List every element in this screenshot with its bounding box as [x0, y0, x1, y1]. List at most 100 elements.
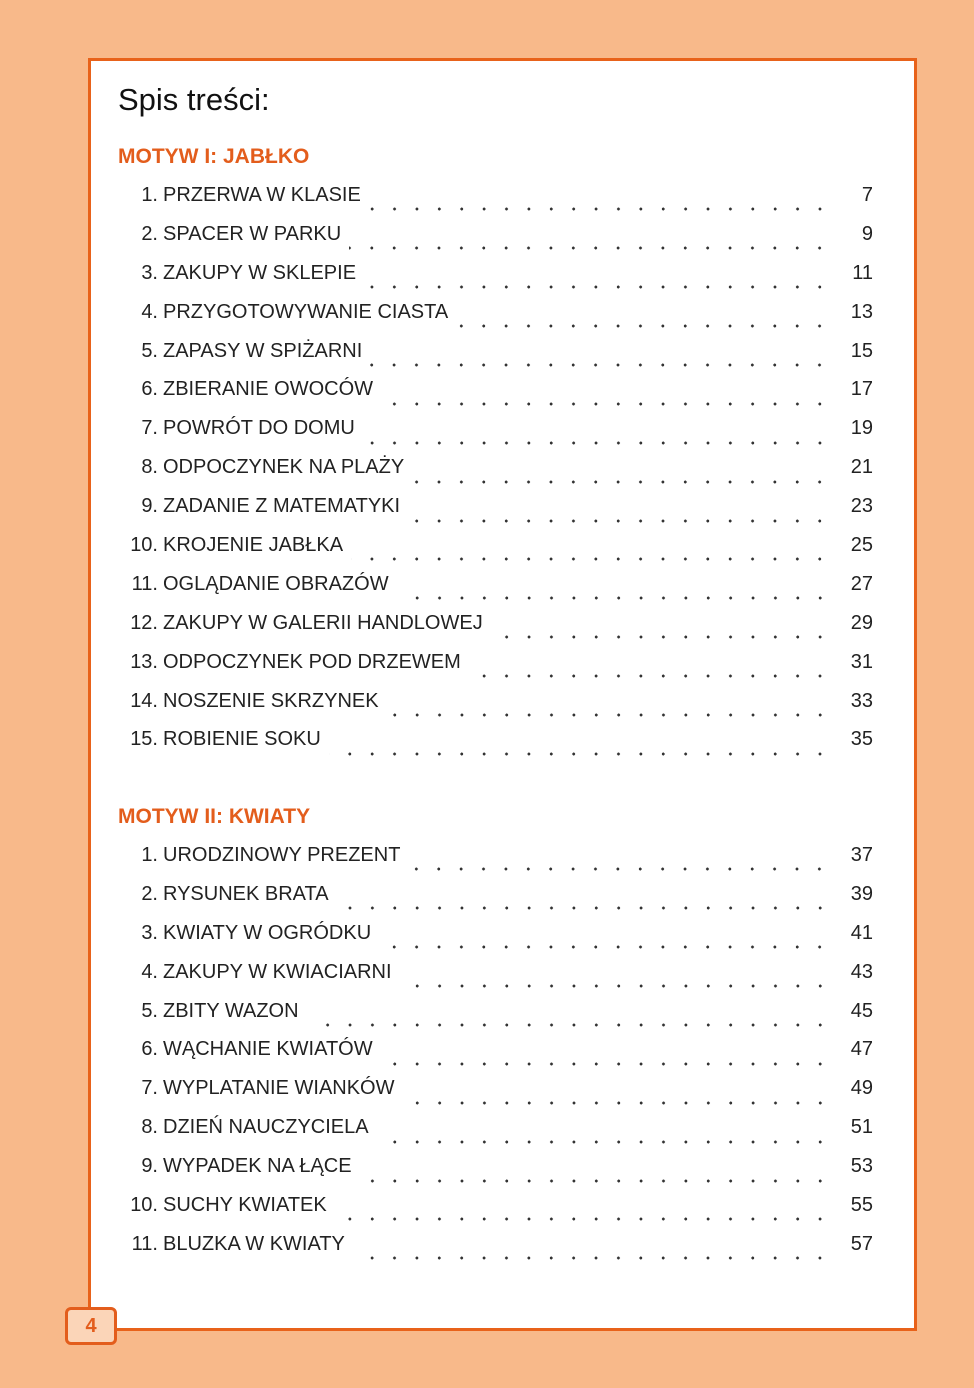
toc-entry[interactable]: 1. URODZINOWY PREZENT 37 — [118, 844, 873, 883]
toc-entry[interactable]: 2. RYSUNEK BRATA 39 — [118, 883, 873, 922]
entry-number: 9. — [141, 1155, 158, 1178]
entry-number: 4. — [141, 300, 158, 323]
dot-leader — [351, 543, 831, 564]
toc-list-1: 1. PRZERWA W KLASIE 7 2. SPACER W PARKU 9 3. ZA… — [118, 184, 873, 767]
toc-entry[interactable]: 10. SUCHY KWIATEK 55 — [118, 1194, 873, 1233]
toc-entry[interactable]: 6. WĄCHANIE KWIATÓW 47 — [118, 1038, 873, 1077]
toc-entry[interactable]: 7. WYPLATANIE WIANKÓW 49 — [118, 1077, 873, 1116]
toc-entry[interactable]: 13. ODPOCZYNEK POD DRZEWEM 31 — [118, 651, 873, 690]
toc-entry[interactable]: 15. ROBIENIE SOKU 35 — [118, 728, 873, 767]
entry-title: DZIEŃ NAUCZYCIELA — [163, 1116, 369, 1139]
toc-entry[interactable]: 12. ZAKUPY W GALERII HANDLOWEJ 29 — [118, 612, 873, 651]
entry-title: ROBIENIE SOKU — [163, 728, 321, 751]
dot-leader — [381, 387, 831, 408]
entry-number: 3. — [141, 921, 158, 944]
dot-leader — [336, 892, 831, 913]
toc-entry[interactable]: 1. PRZERWA W KLASIE 7 — [118, 184, 873, 223]
entry-number: 2. — [141, 882, 158, 905]
dot-leader — [362, 426, 831, 447]
dot-leader — [412, 465, 831, 486]
entry-number: 3. — [141, 261, 158, 284]
entry-title: ZAKUPY W KWIACIARNI — [163, 960, 392, 983]
toc-entry[interactable]: 9. WYPADEK NA ŁĄCE 53 — [118, 1155, 873, 1194]
entry-page: 47 — [850, 1038, 873, 1061]
dot-leader — [408, 853, 831, 874]
toc-entry[interactable]: 10. KROJENIE JABŁKA 25 — [118, 534, 873, 573]
dot-leader — [379, 931, 831, 952]
entry-number: 13. — [130, 650, 158, 673]
entry-number: 6. — [141, 378, 158, 401]
toc-entry[interactable]: 2. SPACER W PARKU 9 — [118, 223, 873, 262]
entry-number: 10. — [130, 534, 158, 557]
entry-number: 14. — [130, 689, 158, 712]
entry-number: 1. — [141, 184, 158, 206]
toc-entry[interactable]: 8. ODPOCZYNEK NA PLAŻY 21 — [118, 456, 873, 495]
entry-page: 39 — [850, 882, 873, 905]
entry-page: 29 — [850, 611, 873, 634]
entry-title: PRZYGOTOWYWANIE CIASTA — [163, 300, 449, 323]
entry-title: SPACER W PARKU — [163, 222, 342, 245]
content-frame — [88, 58, 917, 1331]
dot-leader — [328, 737, 831, 758]
dot-leader — [408, 504, 831, 525]
dot-leader — [490, 621, 831, 642]
toc-entry[interactable]: 11. OGLĄDANIE OBRAZÓW 27 — [118, 573, 873, 612]
entry-page: 13 — [850, 300, 873, 323]
dot-leader — [359, 1164, 831, 1185]
entry-title: BLUZKA W KWIATY — [163, 1232, 345, 1255]
entry-title: ZAPASY W SPIŻARNI — [163, 339, 363, 362]
entry-page: 23 — [850, 495, 873, 518]
entry-number: 12. — [130, 611, 158, 634]
entry-number: 4. — [141, 960, 158, 983]
entry-number: 7. — [141, 417, 158, 440]
entry-title: ZAKUPY W GALERII HANDLOWEJ — [163, 611, 483, 634]
toc-entry[interactable]: 5. ZAPASY W SPIŻARNI 15 — [118, 340, 873, 379]
dot-leader — [306, 1009, 831, 1029]
toc-entry[interactable]: 5. ZBITY WAZON 45 — [118, 1000, 873, 1039]
page-number-badge: 4 — [65, 1307, 117, 1345]
dot-leader — [468, 660, 831, 681]
toc-entry[interactable]: 14. NOSZENIE SKRZYNEK 33 — [118, 690, 873, 729]
entry-title: RYSUNEK BRATA — [163, 882, 329, 905]
toc-entry[interactable]: 3. KWIATY W OGRÓDKU 41 — [118, 922, 873, 961]
toc-entry[interactable]: 4. ZAKUPY W KWIACIARNI 43 — [118, 961, 873, 1000]
entry-page: 57 — [850, 1232, 873, 1255]
entry-title: WYPLATANIE WIANKÓW — [163, 1077, 395, 1100]
entry-title: URODZINOWY PREZENT — [163, 844, 401, 866]
entry-title: ODPOCZYNEK NA PLAŻY — [163, 456, 405, 479]
toc-entry[interactable]: 4. PRZYGOTOWYWANIE CIASTA 13 — [118, 301, 873, 340]
toc-entry[interactable]: 11. BLUZKA W KWIATY 57 — [118, 1233, 873, 1272]
entry-page: 33 — [850, 689, 873, 712]
dot-leader — [334, 1203, 831, 1224]
dot-leader — [376, 1125, 831, 1146]
toc-list-2: 1. URODZINOWY PREZENT 37 2. RYSUNEK BRATA 39 3… — [118, 844, 873, 1272]
dot-leader — [370, 349, 831, 369]
entry-title: SUCHY KWIATEK — [163, 1194, 327, 1217]
section-heading-2: MOTYW II: KWIATY — [118, 805, 311, 828]
entry-page: 53 — [850, 1155, 873, 1178]
entry-number: 11. — [131, 1232, 158, 1255]
entry-title: KROJENIE JABŁKA — [163, 534, 344, 557]
entry-number: 7. — [141, 1077, 158, 1100]
entry-number: 5. — [141, 999, 158, 1022]
entry-page: 9 — [861, 222, 873, 245]
entry-page: 51 — [850, 1116, 873, 1139]
toc-entry[interactable]: 8. DZIEŃ NAUCZYCIELA 51 — [118, 1116, 873, 1155]
toc-entry[interactable]: 6. ZBIERANIE OWOCÓW 17 — [118, 378, 873, 417]
dot-leader — [399, 970, 831, 991]
entry-number: 1. — [141, 844, 158, 866]
entry-title: WYPADEK NA ŁĄCE — [163, 1155, 352, 1178]
toc-entry[interactable]: 7. POWRÓT DO DOMU 19 — [118, 417, 873, 456]
entry-title: NOSZENIE SKRZYNEK — [163, 689, 379, 712]
toc-entry[interactable]: 9. ZADANIE Z MATEMATYKI 23 — [118, 495, 873, 534]
dot-leader — [368, 193, 831, 214]
entry-title: PRZERWA W KLASIE — [163, 184, 361, 206]
entry-number: 6. — [141, 1038, 158, 1061]
dot-leader — [364, 271, 831, 292]
entry-page: 49 — [850, 1077, 873, 1100]
toc-entry[interactable]: 3. ZAKUPY W SKLEPIE 11 — [118, 262, 873, 301]
entry-page: 31 — [850, 650, 873, 673]
entry-page: 17 — [850, 378, 873, 401]
dot-leader — [456, 310, 831, 331]
entry-title: POWRÓT DO DOMU — [163, 417, 355, 440]
